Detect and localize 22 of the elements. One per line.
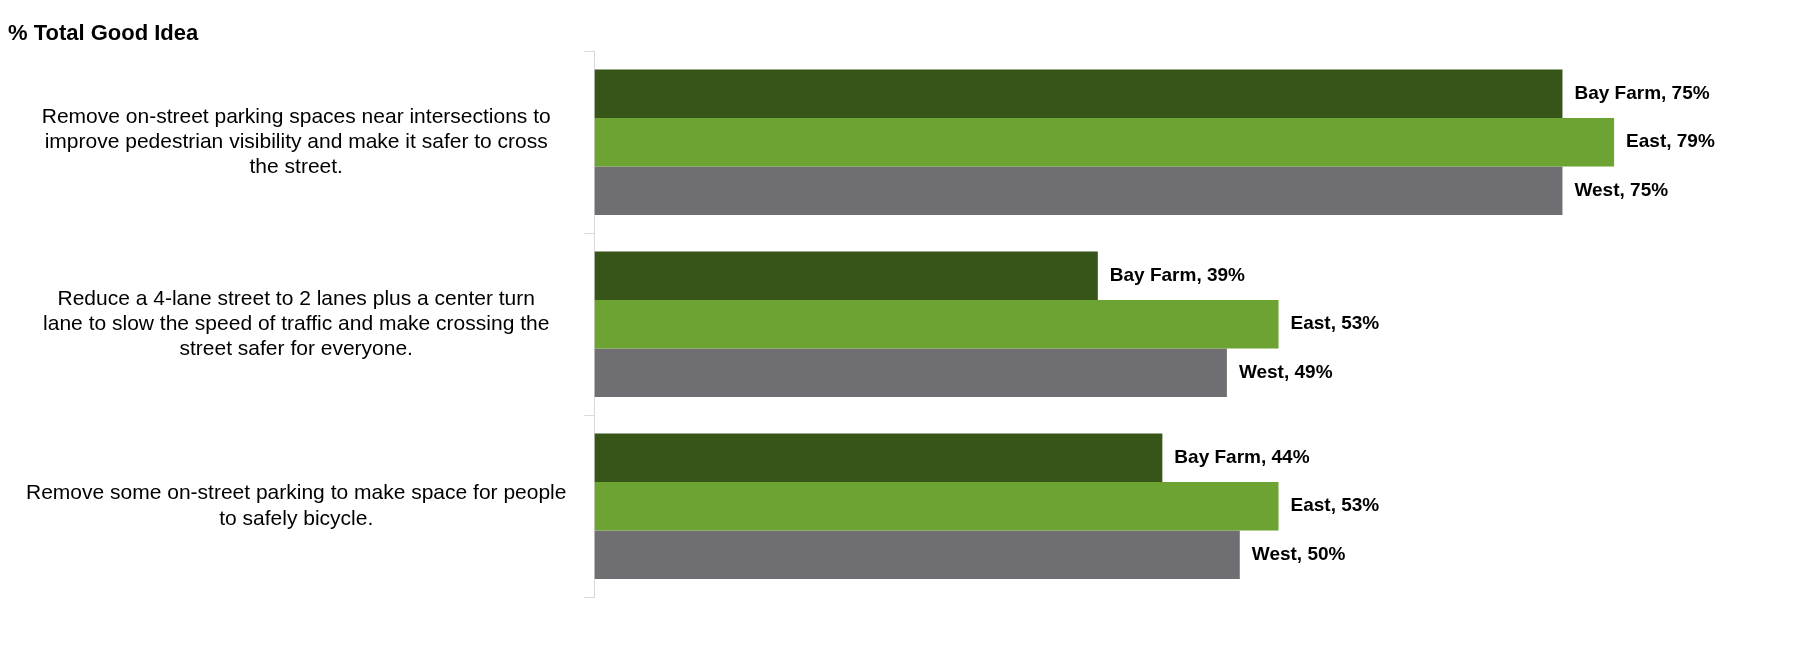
- data-label: Bay Farm, 44%: [1174, 445, 1310, 467]
- text: % Total Good Idea: [8, 20, 200, 46]
- data-label: West, 50%: [1251, 542, 1346, 564]
- bar: [594, 117, 1615, 167]
- y-tick-label: Remove on-street parking spaces near intersections to improve pedestrian visibility and make it safer to cross the street.: [41, 103, 551, 178]
- data-label: Bay Farm, 75%: [1574, 81, 1710, 103]
- data-label: West, 75%: [1574, 178, 1669, 200]
- y-tick-label: Reduce a 4-lane street to 2 lanes plus a center turn lane to slow the speed of traffic and make crossing the street safer for everyone.: [43, 285, 550, 360]
- data-label: East, 53%: [1290, 312, 1380, 334]
- bar: [594, 299, 1279, 349]
- bar: [594, 348, 1227, 397]
- data-label: East, 79%: [1626, 130, 1715, 152]
- bar: [594, 433, 1163, 482]
- y-tick-label: Remove some on-street parking to make space for people to safely bicycle.: [25, 480, 567, 529]
- bar: [594, 69, 1563, 118]
- data-label: West, 49%: [1238, 360, 1333, 382]
- data-label: East, 53%: [1290, 494, 1380, 516]
- bar: [594, 530, 1240, 579]
- bar: [594, 481, 1279, 531]
- bar: [594, 251, 1098, 300]
- data-label: Bay Farm, 39%: [1109, 263, 1246, 285]
- bar: [594, 166, 1563, 215]
